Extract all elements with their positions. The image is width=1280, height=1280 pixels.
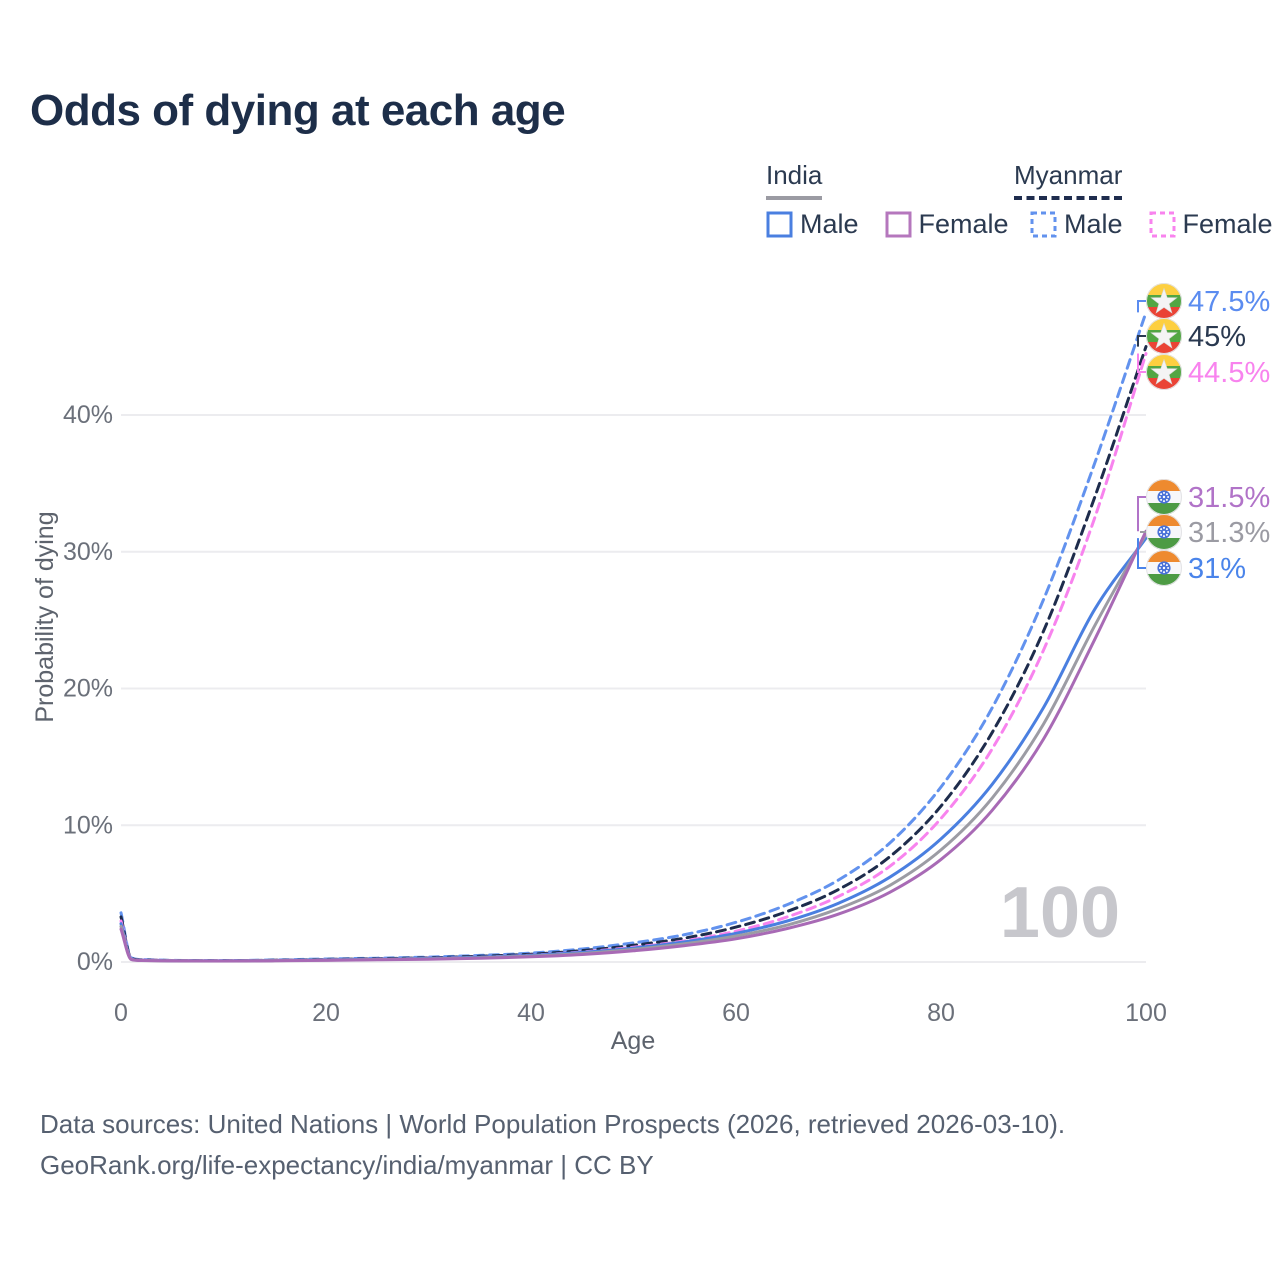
footer-attribution: GeoRank.org/life-expectancy/india/myanma… [40,1150,654,1180]
legend-item-label: Male [1064,209,1123,239]
x-tick-label: 80 [927,999,955,1027]
series-line-myanmar-male [119,310,1148,963]
label-connector [1137,335,1146,347]
legend-item-label: Female [918,209,1009,239]
end-value-label: 31% [1188,553,1246,585]
x-tick-label: 20 [312,999,340,1027]
footer: Data sources: United Nations | World Pop… [40,1104,1065,1186]
x-tick-label: 100 [1125,999,1167,1027]
end-value-label: 47.5% [1188,286,1270,318]
india-female-swatch-icon [885,211,912,238]
x-axis-title: Age [610,1027,656,1055]
myanmar-female-swatch-icon [1149,211,1176,238]
legend-group-india-title: India [766,160,823,200]
label-connector [1137,353,1146,373]
label-connector [1137,538,1146,569]
series-line-myanmar-combined [119,345,1148,963]
y-tick-label: 40% [63,401,113,429]
legend-group-myanmar-title: Myanmar [1014,160,1123,200]
legend-item-label: Male [800,209,859,239]
end-value-label: 31.3% [1188,517,1270,549]
legend-items-myanmar: Male Female [1030,209,1273,240]
legend-items-india: Male Female [766,209,1009,240]
india-flag-rim [1146,514,1182,550]
footer-data-sources: Data sources: United Nations | World Pop… [40,1109,1066,1139]
legend-group-myanmar: Myanmar Male Female [1014,160,1273,240]
age-watermark: 100 [999,873,1121,953]
y-tick-label: 0% [77,948,113,976]
myanmar-flag-rim [1146,318,1182,354]
series-line-myanmar-female [119,352,1148,963]
legend-item-india-female[interactable]: Female [885,209,1009,240]
label-connector [1137,300,1146,313]
label-connector [1137,496,1146,532]
india-flag-rim [1146,550,1182,586]
x-tick-label: 60 [722,999,750,1027]
india-male-swatch-icon [766,211,793,238]
legend-item-india-male[interactable]: Male [766,209,859,240]
legend-group-india: India Male Female [766,160,1009,240]
page-title: Odds of dying at each age [30,86,566,135]
legend-item-label: Female [1182,209,1273,239]
end-value-label: 31.5% [1188,482,1270,514]
y-tick-label: 10% [63,811,113,839]
y-tick-label: 20% [63,675,113,703]
x-tick-label: 40 [517,999,545,1027]
x-tick-label: 0 [114,999,128,1027]
series-line-india-female [119,529,1148,963]
myanmar-male-swatch-icon [1030,211,1057,238]
end-value-label: 44.5% [1188,357,1270,389]
legend-item-myanmar-female[interactable]: Female [1149,209,1273,240]
myanmar-flag-rim [1146,354,1182,390]
y-tick-label: 30% [63,538,113,566]
y-axis-title: Probability of dying [31,511,59,723]
legend-item-myanmar-male[interactable]: Male [1030,209,1123,240]
end-value-label: 45% [1188,321,1246,353]
